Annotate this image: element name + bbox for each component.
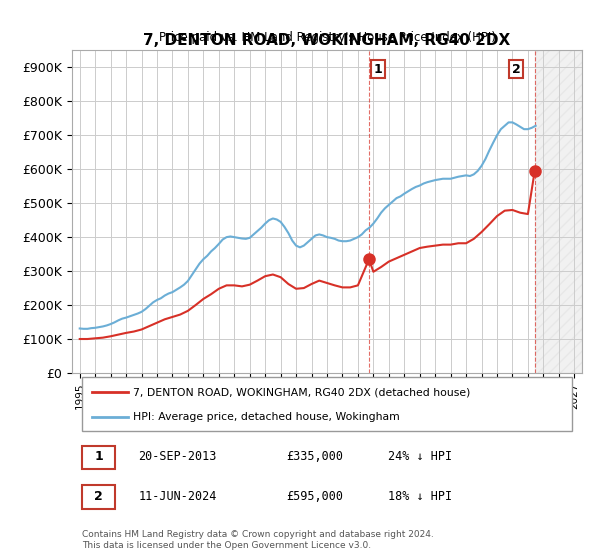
Text: 24% ↓ HPI: 24% ↓ HPI (388, 450, 452, 463)
Text: Contains HM Land Registry data © Crown copyright and database right 2024.
This d: Contains HM Land Registry data © Crown c… (82, 530, 434, 549)
Text: 2: 2 (512, 63, 520, 76)
Text: 1: 1 (374, 63, 382, 76)
FancyBboxPatch shape (82, 446, 115, 469)
Text: 18% ↓ HPI: 18% ↓ HPI (388, 490, 452, 503)
FancyBboxPatch shape (82, 376, 572, 431)
Text: 7, DENTON ROAD, WOKINGHAM, RG40 2DX (detached house): 7, DENTON ROAD, WOKINGHAM, RG40 2DX (det… (133, 387, 470, 397)
Text: 20-SEP-2013: 20-SEP-2013 (139, 450, 217, 463)
Text: HPI: Average price, detached house, Wokingham: HPI: Average price, detached house, Woki… (133, 412, 400, 422)
FancyBboxPatch shape (82, 486, 115, 509)
Text: £595,000: £595,000 (286, 490, 343, 503)
Text: Price paid vs. HM Land Registry's House Price Index (HPI): Price paid vs. HM Land Registry's House … (158, 31, 496, 44)
Text: 2: 2 (94, 490, 103, 503)
Text: 1: 1 (94, 450, 103, 463)
Title: 7, DENTON ROAD, WOKINGHAM, RG40 2DX: 7, DENTON ROAD, WOKINGHAM, RG40 2DX (143, 33, 511, 48)
Text: 11-JUN-2024: 11-JUN-2024 (139, 490, 217, 503)
Bar (535, 50, 582, 373)
Text: £335,000: £335,000 (286, 450, 343, 463)
